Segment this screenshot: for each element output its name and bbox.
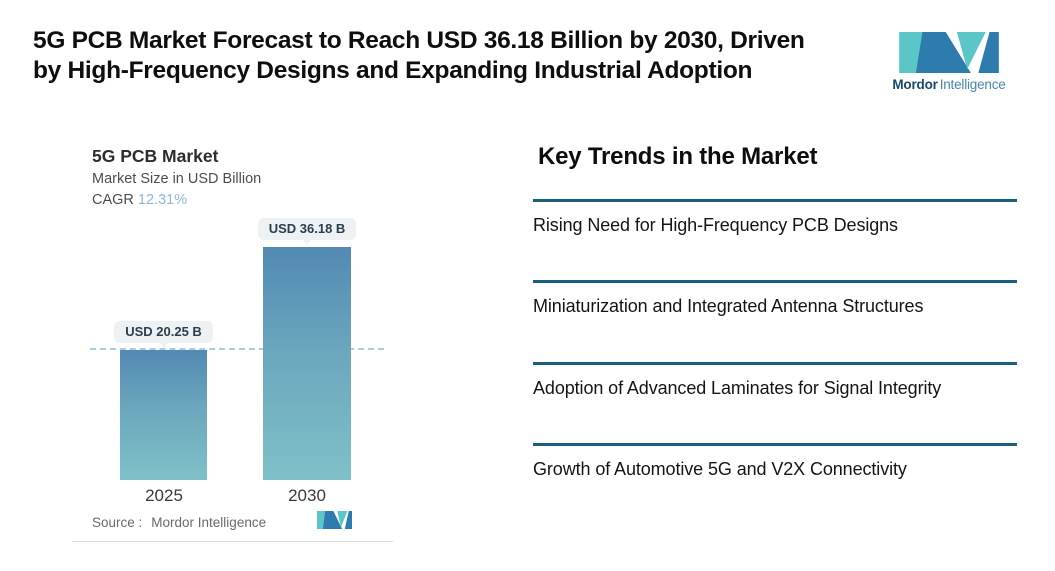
mordor-intelligence-mini-logo-icon bbox=[317, 511, 352, 529]
chart-cagr: CAGR 12.31% bbox=[92, 192, 187, 208]
bar-2030 bbox=[263, 247, 351, 480]
page-title-line-2: by High-Frequency Designs and Expanding … bbox=[33, 57, 753, 84]
bar-group-2030: USD 36.18 B bbox=[257, 218, 357, 480]
trend-item-1-label: Rising Need for High-Frequency PCB Desig… bbox=[533, 215, 898, 235]
x-axis-label-2030: 2030 bbox=[288, 486, 326, 505]
bar-value-label-2025: USD 20.25 B bbox=[114, 321, 213, 343]
trend-item-2: Miniaturization and Integrated Antenna S… bbox=[533, 280, 1017, 317]
card-bottom-divider bbox=[72, 541, 393, 542]
trend-item-4: Growth of Automotive 5G and V2X Connecti… bbox=[533, 443, 1017, 480]
chart-subtitle: Market Size in USD Billion bbox=[92, 171, 262, 187]
cagr-label: CAGR bbox=[92, 192, 134, 208]
bar-2025 bbox=[120, 350, 207, 480]
brand-name-light: Intelligence bbox=[939, 77, 1006, 92]
chart-title: 5G PCB Market bbox=[92, 146, 219, 166]
page-title: 5G PCB Market Forecast to Reach USD 36.1… bbox=[33, 26, 805, 86]
trend-item-3-label: Adoption of Advanced Laminates for Signa… bbox=[533, 378, 942, 398]
brand-name-bold: Mordor bbox=[892, 77, 938, 92]
trend-item-1: Rising Need for High-Frequency PCB Desig… bbox=[533, 199, 1017, 236]
trend-item-4-label: Growth of Automotive 5G and V2X Connecti… bbox=[533, 459, 907, 479]
trend-item-3: Adoption of Advanced Laminates for Signa… bbox=[533, 362, 1017, 399]
brand-logo: Mordor Intelligence bbox=[890, 32, 1008, 92]
chart-source: Source : Mordor Intelligence bbox=[92, 515, 266, 530]
source-prefix: Source : bbox=[92, 515, 143, 530]
mordor-intelligence-logo-icon bbox=[899, 32, 999, 73]
key-trends-heading: Key Trends in the Market bbox=[538, 143, 818, 170]
reference-dashed-line bbox=[90, 348, 384, 350]
page-title-line-1: 5G PCB Market Forecast to Reach USD 36.1… bbox=[33, 27, 805, 54]
bar-group-2025: USD 20.25 B bbox=[114, 321, 213, 480]
x-axis-label-2025: 2025 bbox=[145, 486, 183, 505]
source-value: Mordor Intelligence bbox=[151, 515, 267, 530]
cagr-value: 12.31% bbox=[137, 192, 188, 208]
brand-name: Mordor Intelligence bbox=[890, 77, 1008, 92]
bar-value-label-2030: USD 36.18 B bbox=[257, 218, 357, 240]
trend-item-2-label: Miniaturization and Integrated Antenna S… bbox=[533, 296, 924, 316]
